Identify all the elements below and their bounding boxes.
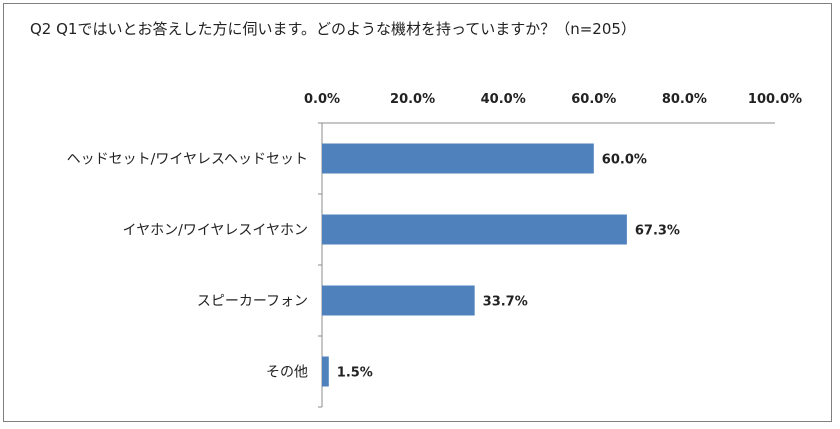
data-label: 1.5% (337, 366, 373, 381)
bar (322, 285, 475, 316)
x-tick-label: 100.0% (748, 92, 802, 107)
x-tick-label: 40.0% (481, 92, 526, 107)
data-label: 33.7% (483, 295, 528, 310)
x-tick-label: 20.0% (390, 92, 435, 107)
chart-frame (3, 3, 832, 422)
bar (322, 143, 594, 174)
chart-title: Q2 Q1ではいとお答えした方に伺います。どのような機材を持っていますか？（n=… (30, 20, 636, 38)
bar (322, 214, 627, 245)
category-label: その他 (266, 365, 308, 381)
category-label: ヘッドセット/ワイヤレスヘッドセット (67, 152, 308, 168)
x-tick-label: 60.0% (571, 92, 616, 107)
x-tick-label: 0.0% (304, 92, 340, 107)
category-label: スピーカーフォン (197, 294, 308, 310)
data-label: 67.3% (635, 224, 680, 239)
bar (322, 356, 329, 387)
x-tick-label: 80.0% (662, 92, 707, 107)
data-label: 60.0% (602, 153, 647, 168)
category-label: イヤホン/ワイヤレスイヤホン (123, 223, 308, 239)
